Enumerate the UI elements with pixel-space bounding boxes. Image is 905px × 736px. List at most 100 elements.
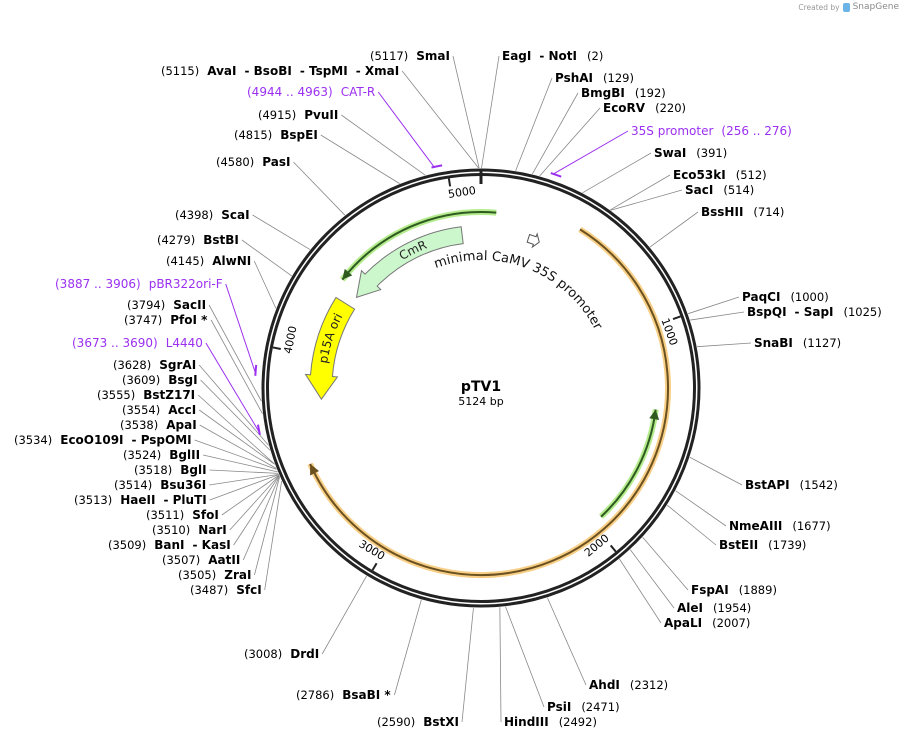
site-label-bani[interactable]: (3509) BanI - KasI (108, 538, 231, 552)
feature-arrowhead (342, 268, 353, 280)
primer-label-pbr322ori-f[interactable]: (3887 .. 3906) pBR322ori-F (55, 277, 223, 291)
site-label-apali[interactable]: ApaLI (2007) (664, 616, 750, 630)
site-label-paqci[interactable]: PaqCI (1000) (742, 290, 829, 304)
leader-line (452, 55, 480, 169)
enzyme-name: AvaI (207, 64, 236, 78)
tick-label: 5000 (447, 184, 477, 201)
enzyme-name: BstEII (719, 538, 758, 552)
feature-segment-0[interactable] (307, 226, 671, 578)
site-label-bsabi[interactable]: (2786) BsaBI * (296, 688, 391, 702)
site-label-bsgi[interactable]: (3609) BsgI (122, 373, 198, 387)
enzyme-name: BsaBI * (342, 688, 391, 702)
site-label-apai[interactable]: (3538) ApaI (120, 418, 197, 432)
site-position: (3554) (122, 403, 160, 417)
site-label-nari[interactable]: (3510) NarI (152, 523, 227, 537)
enzyme-name: AleI (677, 601, 703, 615)
site-label-eagi[interactable]: EagI - NotI (2) (502, 49, 603, 63)
site-label-pvuii[interactable]: (4915) PvuII (258, 108, 338, 122)
leader-line (461, 607, 474, 723)
feature-cmr[interactable]: CmR (355, 226, 464, 299)
leader-line (531, 92, 579, 175)
leader-line (293, 161, 346, 216)
site-label-bmgbi[interactable]: BmgBI (192) (581, 86, 666, 100)
feature-arrowhead (649, 409, 660, 421)
enzyme-name: AccI (168, 403, 196, 417)
site-label-bstbi[interactable]: (4279) BstBI (157, 233, 239, 247)
site-position: (4398) (175, 208, 213, 222)
primer-label-l4440[interactable]: (3673 .. 3690) L4440 (72, 336, 203, 350)
site-label-nmeaiii[interactable]: NmeAIII (1677) (729, 519, 831, 533)
site-position: (3487) (190, 583, 228, 597)
site-label-sacii[interactable]: (3794) SacII (127, 298, 206, 312)
site-position: (5115) (161, 64, 199, 78)
site-label-smai[interactable]: (5117) SmaI (370, 49, 450, 63)
site-label-ahdi[interactable]: AhdI (2312) (589, 678, 668, 692)
site-position: (391) (696, 146, 727, 160)
promoter-arrow-icon (526, 232, 540, 249)
site-label-bsteii[interactable]: BstEII (1739) (719, 538, 806, 552)
site-label-bgli[interactable]: (3518) BglI (134, 463, 207, 477)
site-position: (4815) (234, 128, 272, 142)
site-position: (3509) (108, 538, 146, 552)
site-position: (3628) (113, 358, 151, 372)
site-label-drdi[interactable]: (3008) DrdI (244, 647, 319, 661)
enzyme-name: NmeAIII (729, 519, 782, 533)
enzyme-name: SacI (685, 183, 713, 197)
site-label-avai[interactable]: (5115) AvaI - BsoBI - TspMI - XmaI (161, 64, 399, 78)
site-position: (2007) (712, 616, 750, 630)
feature-segment-2[interactable] (339, 209, 497, 282)
site-label-ecorv[interactable]: EcoRV (220) (603, 101, 686, 115)
site-label-snabi[interactable]: SnaBI (1127) (754, 336, 841, 350)
brand-name: SnapGene (852, 2, 899, 12)
site-label-bstz17i[interactable]: (3555) BstZ17I (97, 388, 195, 402)
site-label-bspei[interactable]: (4815) BspEI (234, 128, 318, 142)
site-label-pshai[interactable]: PshAI (129) (555, 71, 634, 85)
site-label-bstxi[interactable]: (2590) BstXI (377, 715, 459, 729)
site-label-bglii[interactable]: (3524) BglII (123, 448, 200, 462)
primer-label-35s-promoter[interactable]: 35S promoter (256 .. 276) (631, 124, 792, 138)
site-label-bspqi[interactable]: BspQI - SapI (1025) (747, 305, 882, 319)
site-label-bsshii[interactable]: BssHII (714) (701, 205, 784, 219)
site-label-ecoo109i[interactable]: (3534) EcoO109I - PspOMI (14, 433, 192, 447)
site-label-pasi[interactable]: (4580) PasI (216, 155, 290, 169)
site-label-acci[interactable]: (3554) AccI (122, 403, 196, 417)
leader-line (505, 606, 545, 708)
primer-label-cat-r[interactable]: (4944 .. 4963) CAT-R (247, 85, 375, 99)
site-label-alwni[interactable]: (4145) AlwNI (166, 254, 251, 268)
site-label-pfoi[interactable]: (3747) PfoI * (124, 313, 208, 327)
enzyme-name: DrdI (290, 647, 319, 661)
feature-arc (600, 409, 657, 518)
feature-label: minimal CaMV 35S promoter (432, 249, 605, 333)
enzyme-name: FspAI (691, 583, 729, 597)
site-label-scai[interactable]: (4398) ScaI (175, 208, 250, 222)
site-label-eco53ki[interactable]: Eco53kI (512) (673, 168, 767, 182)
site-label-hindiii[interactable]: HindIII (2492) (504, 715, 597, 729)
site-label-bstapi[interactable]: BstAPI (1542) (745, 478, 838, 492)
site-label-sgrai[interactable]: (3628) SgrAI (113, 358, 196, 372)
site-label-sfoi[interactable]: (3511) SfoI (146, 508, 219, 522)
enzyme-name: BglI (180, 463, 206, 477)
site-label-fspai[interactable]: FspAI (1889) (691, 583, 777, 597)
site-label-saci[interactable]: SacI (514) (685, 183, 754, 197)
enzyme-name: EagI (502, 49, 531, 63)
site-label-swai[interactable]: SwaI (391) (654, 146, 727, 160)
site-label-bsu36i[interactable]: (3514) Bsu36I (114, 478, 206, 492)
feature-minimal-camv-35s-promoter[interactable]: minimal CaMV 35S promoter (432, 232, 605, 345)
leader-line (401, 70, 479, 169)
site-label-alei[interactable]: AleI (1954) (677, 601, 751, 615)
site-label-zrai[interactable]: (3505) ZraI (178, 568, 251, 582)
enzyme-name: BglII (169, 448, 200, 462)
site-position: (2492) (559, 715, 597, 729)
feature-p15a-ori[interactable]: p15A ori (304, 296, 356, 401)
site-label-sfci[interactable]: (3487) SfcI (190, 583, 262, 597)
leader-line (481, 55, 500, 169)
site-label-aatii[interactable]: (3507) AatII (162, 553, 240, 567)
site-position: (1954) (713, 601, 751, 615)
feature-segment-1[interactable] (598, 409, 660, 519)
site-position: (1739) (768, 538, 806, 552)
leader-line (629, 549, 675, 609)
site-label-haeii[interactable]: (3513) HaeII - PluTI (74, 493, 207, 507)
enzyme-name: - NotI (539, 49, 577, 63)
site-label-psii[interactable]: PsiI (2471) (547, 700, 620, 714)
